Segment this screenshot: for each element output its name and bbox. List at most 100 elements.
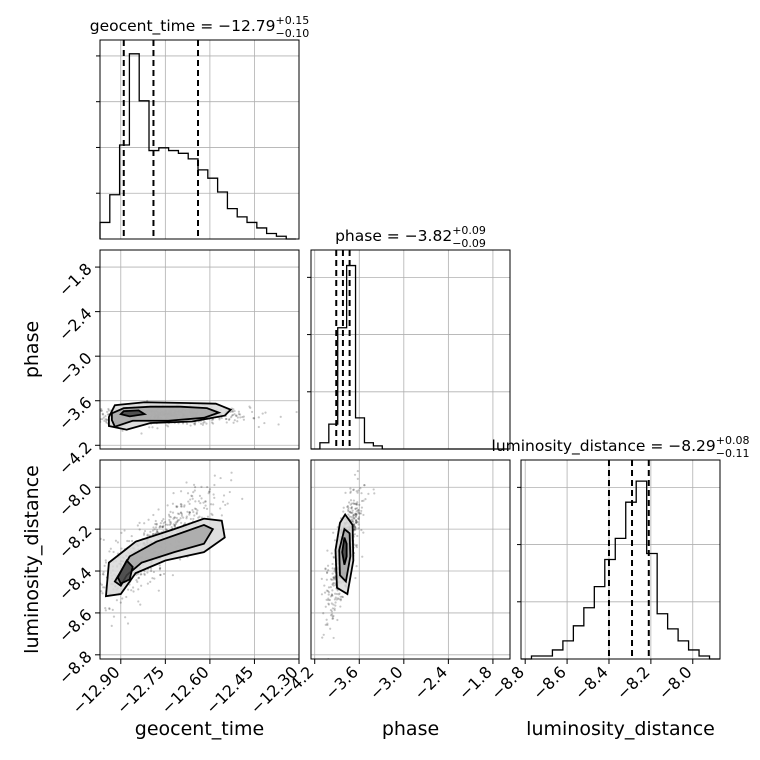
scatter-geocent-vs-distance-point [104, 607, 107, 610]
scatter-geocent-vs-distance-point [168, 520, 171, 523]
scatter-phase-vs-distance-point [351, 515, 355, 519]
scatter-phase-vs-distance-point [329, 627, 332, 630]
scatter-geocent-vs-distance-point [171, 511, 175, 514]
scatter-geocent-vs-phase-point [193, 423, 196, 426]
scatter-geocent-vs-phase-point [93, 419, 95, 421]
scatter-phase-vs-distance-point [360, 506, 364, 509]
scatter-geocent-vs-distance-point [157, 508, 160, 511]
scatter-geocent-vs-distance-point [210, 512, 213, 515]
scatter-geocent-vs-distance-point [230, 479, 233, 482]
xtick-label-luminosity_distance-1: −8.6 [529, 662, 570, 703]
scatter-geocent-vs-phase-point [233, 419, 236, 422]
scatter-phase-vs-distance-point [340, 595, 344, 598]
scatter-geocent-vs-distance-point [139, 573, 142, 576]
scatter-geocent-vs-distance-point [161, 525, 165, 528]
scatter-geocent-vs-distance-point [186, 492, 190, 495]
scatter-geocent-vs-distance-point [187, 500, 190, 503]
scatter-geocent-vs-distance-point [138, 528, 141, 531]
hist-phase-title-upper: +0.09 [452, 224, 486, 237]
scatter-geocent-vs-distance-points [88, 471, 244, 640]
ytick-label-phase-4: −1.8 [55, 259, 96, 300]
scatter-phase-vs-distance-point [349, 490, 352, 493]
scatter-phase-vs-distance-point [357, 523, 360, 526]
scatter-geocent-vs-distance-point [125, 595, 128, 599]
scatter-geocent-vs-distance-point [208, 488, 212, 491]
scatter-geocent-vs-distance-point [154, 526, 158, 529]
scatter-geocent-vs-distance-point [120, 547, 123, 550]
scatter-geocent-vs-distance-point [179, 558, 182, 561]
scatter-phase-vs-distance-point [322, 612, 325, 615]
scatter-phase-vs-distance-point [341, 595, 345, 599]
scatter-phase-vs-distance-point [352, 488, 355, 491]
scatter-geocent-vs-distance-point [115, 599, 118, 602]
scatter-phase-vs-distance-point [332, 555, 335, 558]
scatter-geocent-vs-distance-point [206, 515, 210, 518]
scatter-geocent-vs-phase-point [263, 421, 266, 425]
scatter-geocent-vs-distance-point [198, 494, 202, 497]
scatter-phase-vs-distance-point [350, 502, 353, 505]
scatter-phase-vs-distance-point [348, 515, 351, 518]
scatter-geocent-vs-distance-point [159, 522, 162, 525]
scatter-geocent-vs-distance-point [146, 533, 149, 536]
scatter-geocent-vs-phase-point [201, 423, 204, 426]
scatter-phase-vs-distance-point [357, 511, 360, 514]
scatter-phase-vs-distance-point [355, 510, 358, 513]
scatter-geocent-vs-distance-point [148, 534, 151, 537]
scatter-phase-vs-distance-point [329, 578, 333, 581]
scatter-phase-vs-distance-point [355, 565, 358, 568]
scatter-phase-vs-distance-point [327, 593, 330, 596]
scatter-phase-vs-distance-point [326, 623, 329, 627]
scatter-phase-vs-distance-point [326, 590, 330, 593]
ytick-label-luminosity_distance-3: −8.2 [55, 521, 96, 562]
scatter-geocent-vs-distance-point [195, 512, 198, 515]
scatter-phase-vs-distance-point [352, 513, 356, 516]
scatter-geocent-vs-distance-point [104, 561, 108, 564]
scatter-phase-vs-distance-point [366, 457, 368, 459]
scatter-phase-vs-distance-point [353, 528, 356, 532]
scatter-geocent-vs-phase-point [225, 417, 228, 421]
scatter-phase-vs-distance-point [332, 636, 335, 640]
scatter-phase-vs-distance-point [330, 602, 333, 605]
scatter-geocent-vs-distance-point [164, 523, 168, 526]
scatter-geocent-vs-distance-point [221, 500, 225, 503]
scatter-geocent-vs-distance-point [128, 539, 131, 543]
scatter-phase-vs-distance-point [354, 513, 357, 516]
scatter-geocent-vs-distance-point [168, 515, 171, 518]
scatter-geocent-vs-distance-point [183, 505, 186, 508]
scatter-phase-vs-distance-point [355, 490, 358, 493]
xtick-label-luminosity_distance-3: −8.2 [613, 662, 654, 703]
scatter-geocent-vs-distance-point [88, 638, 90, 640]
scatter-phase-vs-distance-point [353, 526, 356, 529]
scatter-phase-vs-distance-point [349, 487, 352, 490]
scatter-geocent-vs-distance-point [135, 579, 138, 582]
scatter-geocent-vs-phase-point [86, 418, 88, 420]
scatter-phase-vs-distance-point [350, 506, 353, 510]
scatter-geocent-vs-distance-point [90, 603, 92, 605]
hist-phase-background [311, 250, 510, 449]
scatter-geocent-vs-phase-contour-2 [119, 409, 148, 418]
scatter-phase-vs-distance-point [354, 502, 357, 505]
scatter-phase-vs-distance-point [357, 517, 361, 521]
scatter-geocent-vs-distance-frame [99, 459, 300, 660]
scatter-phase-vs-distance-point [357, 489, 360, 492]
scatter-phase-vs-distance-point [349, 510, 352, 513]
scatter-geocent-vs-distance-point [137, 588, 140, 591]
scatter-geocent-vs-phase-point [43, 413, 45, 415]
scatter-geocent-vs-phase-point [101, 413, 105, 416]
ylabel-phase: phase [21, 321, 43, 378]
scatter-geocent-vs-distance-point [169, 522, 172, 525]
scatter-geocent-vs-distance-point [179, 517, 182, 520]
scatter-geocent-vs-phase-point [92, 413, 94, 415]
scatter-phase-vs-distance-point [362, 499, 365, 502]
scatter-phase-vs-distance-point [356, 491, 359, 494]
scatter-phase-vs-distance-point [355, 507, 359, 510]
hist-geocent-time-step [99, 53, 297, 240]
scatter-geocent-vs-phase-point [156, 427, 159, 430]
scatter-phase-vs-distance-point [347, 508, 350, 511]
scatter-geocent-vs-phase-point [230, 414, 234, 417]
scatter-geocent-vs-distance-point [151, 529, 155, 532]
scatter-geocent-vs-distance-point [168, 523, 171, 526]
scatter-geocent-vs-distance-point [151, 532, 155, 536]
scatter-phase-vs-distance-point [357, 509, 360, 512]
scatter-geocent-vs-distance-point [180, 505, 183, 508]
